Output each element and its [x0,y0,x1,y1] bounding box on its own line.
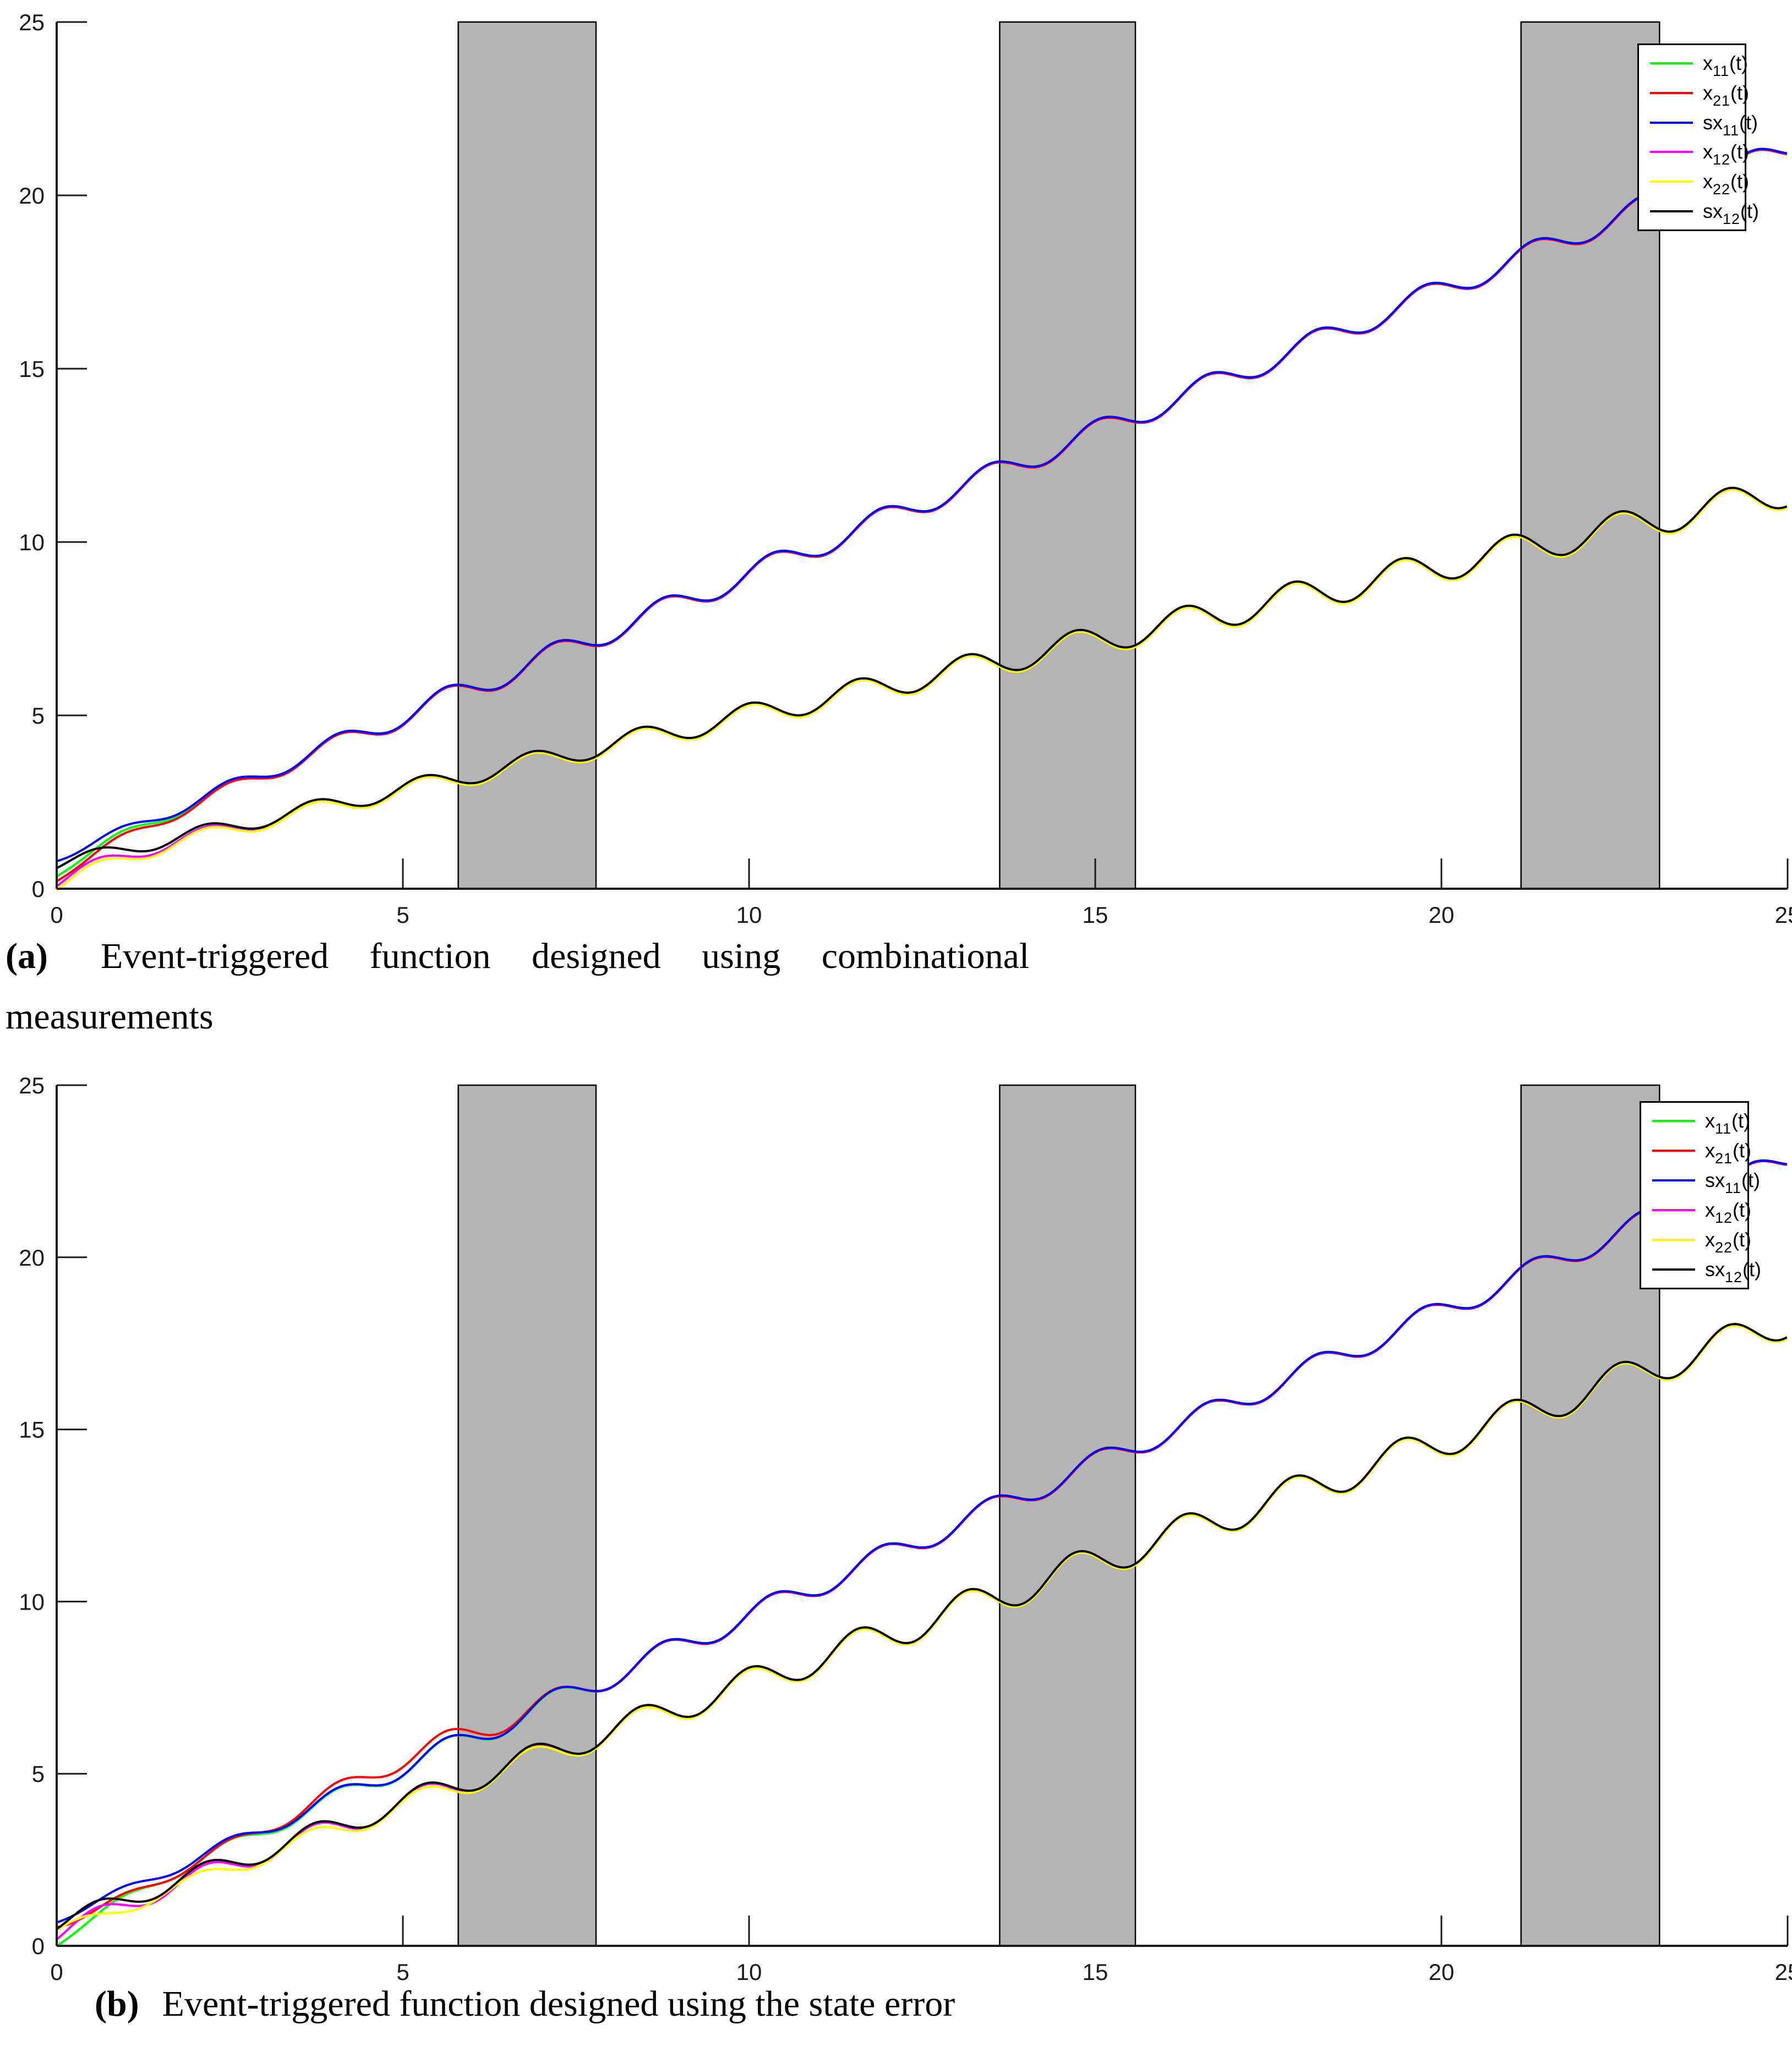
y-tick-label-25: 25 [19,9,45,35]
series-sx12-line [56,486,1788,869]
plot-a-legend: x11(t) x21(t) sx11(t) x12(t) x22(t) sx12(t) [1637,43,1759,231]
x-tick-label-10: 10 [736,902,762,928]
legend-label-sx12: sx12(t) [1705,1258,1762,1285]
trigger-band-2 [999,1084,1137,1947]
caption-a: (a) Event-triggered function designed usi… [6,936,1178,1038]
plot-b: 05101520250510152025x11(t)x21(t)sx11(t)x… [0,1046,1792,1981]
legend-line-x22 [1650,180,1693,183]
y-tick-label-15: 15 [19,356,45,382]
x-tick-label-20: 20 [1429,1959,1455,1981]
x-tick-label-15: 15 [1083,1959,1108,1981]
legend-label-sx12: sx12(t) [1703,200,1760,228]
legend-label-x22: x22(t) [1705,1228,1752,1256]
x-tick-label-5: 5 [396,902,409,928]
legend-line-x11 [1650,62,1693,64]
legend-label-x12: x12(t) [1703,140,1750,168]
x-tick-label-25: 25 [1775,1959,1792,1981]
series-sx11-line [56,147,1788,863]
x-tick-label-0: 0 [50,1959,63,1981]
caption-b-text: Event-triggered function designed using … [162,1984,955,2024]
trigger-band-1 [457,1084,597,1947]
legend-item-sx12: sx12(t) [1652,1255,1761,1285]
legend-line-x21 [1650,91,1693,94]
legend-item-x11: x11(t) [1650,48,1749,79]
legend-label-x22: x22(t) [1703,170,1750,198]
series-x22-line [56,488,1788,891]
trigger-band-3 [1520,1084,1660,1947]
legend-label-x21: x21(t) [1705,1139,1752,1167]
legend-line-sx11 [1650,121,1693,124]
x-tick-label-0: 0 [50,902,63,928]
y-tick-label-10: 10 [19,1589,45,1615]
y-tick-label-25: 25 [19,1073,45,1098]
legend-item-x21: x21(t) [1652,1136,1751,1166]
legend-item-x12: x12(t) [1652,1195,1751,1226]
caption-b: (b) Event-triggered function designed usi… [95,1983,955,2025]
series-sx12-line [56,1323,1788,1930]
caption-a-line1: (a) Event-triggered function designed usi… [6,936,1178,977]
x-tick-label-10: 10 [736,1959,762,1981]
legend-label-x12: x12(t) [1705,1199,1752,1226]
caption-a-marker: (a) [6,936,48,976]
y-tick-label-20: 20 [19,183,45,209]
caption-b-marker: (b) [95,1984,139,2024]
y-tick-label-5: 5 [32,1761,45,1787]
legend-label-sx11: sx11(t) [1703,111,1758,139]
legend-line-x21 [1652,1150,1695,1152]
trigger-band-3 [1520,21,1660,890]
legend-item-x21: x21(t) [1650,78,1749,108]
plot-b-canvas: 0 5 10 15 20 25 0 5 10 15 20 25 [19,1073,1792,1981]
legend-label-x11: x11(t) [1703,51,1749,79]
legend-label-x11: x11(t) [1705,1109,1751,1137]
series-sx11-line [56,1159,1788,1924]
legend-item-x12: x12(t) [1650,137,1749,167]
legend-label-sx11: sx11(t) [1705,1169,1761,1196]
trigger-band-2 [999,21,1137,890]
legend-item-x11: x11(t) [1652,1106,1751,1137]
y-tick-label-0: 0 [32,1933,45,1959]
legend-line-sx12 [1652,1268,1695,1271]
legend-item-sx11: sx11(t) [1652,1166,1760,1196]
x-tick-label-20: 20 [1429,902,1455,928]
legend-line-sx11 [1652,1179,1695,1181]
legend-item-x22: x22(t) [1650,167,1749,197]
x-tick-label-25: 25 [1775,902,1792,928]
plot-a: 05101520250510152025x11(t)x21(t)sx11(t)x… [0,0,1792,930]
legend-item-sx11: sx11(t) [1650,108,1758,138]
y-tick-label-10: 10 [19,529,45,555]
caption-a-text: Event-triggered function designed using … [100,936,1030,976]
legend-line-x11 [1652,1120,1695,1122]
y-tick-label-5: 5 [32,703,45,729]
y-tick-label-0: 0 [32,876,45,902]
caption-a-line2: measurements [6,997,214,1037]
trigger-band-1 [457,21,597,890]
legend-line-sx12 [1650,210,1693,213]
x-tick-label-5: 5 [396,1959,409,1981]
legend-line-x12 [1652,1209,1695,1211]
plot-b-legend: x11(t) x21(t) sx11(t) x12(t) x22(t) sx12(t) [1640,1101,1761,1289]
legend-label-x21: x21(t) [1703,81,1750,109]
legend-line-x22 [1652,1239,1695,1241]
legend-item-x22: x22(t) [1652,1225,1751,1255]
x-tick-label-15: 15 [1083,902,1108,928]
plot-a-canvas: 0 5 10 15 20 25 0 5 10 15 20 25 [19,9,1792,928]
y-tick-label-15: 15 [19,1417,45,1443]
legend-line-x12 [1650,151,1693,154]
y-tick-label-20: 20 [19,1245,45,1271]
legend-item-sx12: sx12(t) [1650,196,1759,227]
